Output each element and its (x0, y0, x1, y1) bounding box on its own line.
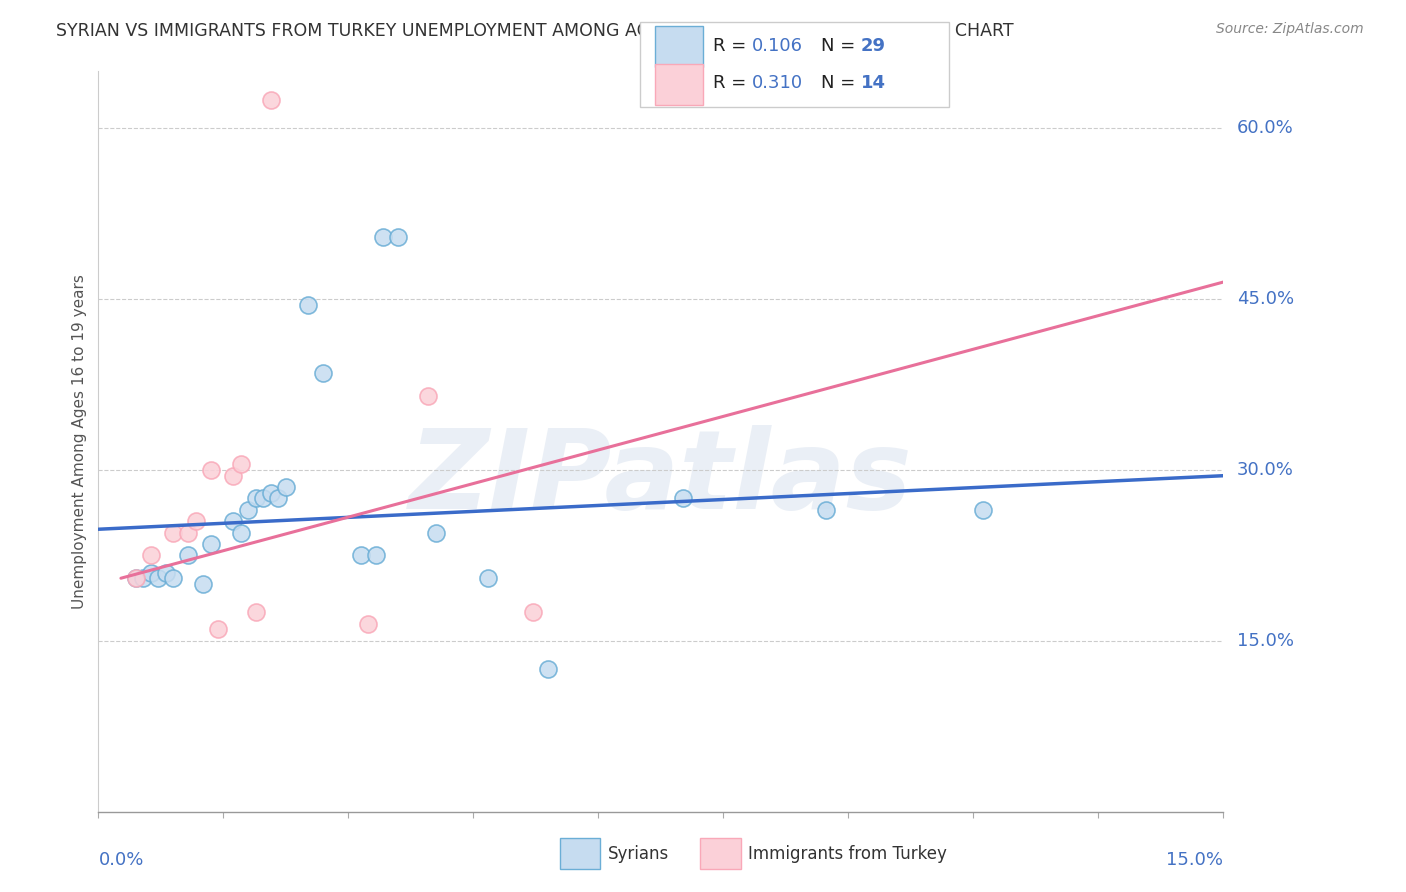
Point (177, 525, 200, 540)
Y-axis label: Unemployment Among Ages 16 to 19 years: Unemployment Among Ages 16 to 19 years (72, 274, 87, 609)
Text: 60.0%: 60.0% (1237, 120, 1294, 137)
Point (238, 503, 260, 517)
Point (814, 503, 837, 517)
Point (222, 514, 245, 528)
Point (274, 480, 297, 494)
Point (162, 571, 184, 585)
Point (267, 491, 290, 506)
Point (477, 571, 499, 585)
Point (245, 491, 267, 506)
Point (229, 458, 252, 472)
Point (425, 525, 447, 540)
Text: 0.106: 0.106 (752, 37, 803, 55)
Point (357, 616, 380, 631)
Text: 15.0%: 15.0% (1166, 851, 1223, 869)
Text: ZIPatlas: ZIPatlas (409, 425, 912, 532)
Point (207, 623, 229, 637)
Point (387, 229, 409, 244)
Text: 0.310: 0.310 (752, 74, 803, 92)
Point (139, 549, 162, 563)
Point (373, 229, 395, 244)
Text: R =: R = (713, 37, 752, 55)
Point (672, 491, 695, 506)
Point (260, 93, 283, 107)
Point (537, 662, 560, 676)
Point (148, 571, 170, 585)
Point (252, 491, 274, 506)
Point (312, 366, 335, 380)
Text: N =: N = (821, 37, 860, 55)
Point (297, 298, 319, 312)
Point (139, 566, 162, 580)
Text: 30.0%: 30.0% (1237, 461, 1294, 479)
Text: N =: N = (821, 74, 860, 92)
Text: 0.0%: 0.0% (98, 851, 143, 869)
Text: Syrians: Syrians (607, 845, 669, 863)
Text: Source: ZipAtlas.com: Source: ZipAtlas.com (1216, 22, 1364, 37)
Point (418, 389, 440, 403)
Point (184, 514, 207, 528)
Point (125, 571, 148, 585)
Point (193, 577, 215, 591)
Point (972, 503, 994, 517)
Text: 29: 29 (860, 37, 886, 55)
Point (155, 566, 177, 580)
Text: SYRIAN VS IMMIGRANTS FROM TURKEY UNEMPLOYMENT AMONG AGES 16 TO 19 YEARS CORRELAT: SYRIAN VS IMMIGRANTS FROM TURKEY UNEMPLO… (56, 22, 1014, 40)
Point (260, 485, 283, 500)
Point (162, 525, 184, 540)
Text: R =: R = (713, 74, 752, 92)
Point (522, 606, 544, 620)
Text: 45.0%: 45.0% (1237, 290, 1295, 308)
Point (177, 549, 200, 563)
Point (245, 606, 267, 620)
Point (229, 525, 252, 540)
Point (364, 549, 387, 563)
Text: 14: 14 (860, 74, 886, 92)
Point (350, 549, 373, 563)
Point (200, 537, 222, 551)
Point (132, 571, 155, 585)
Point (200, 463, 222, 477)
Text: Immigrants from Turkey: Immigrants from Turkey (748, 845, 946, 863)
Text: 15.0%: 15.0% (1237, 632, 1294, 650)
Point (125, 571, 148, 585)
Point (222, 468, 245, 483)
